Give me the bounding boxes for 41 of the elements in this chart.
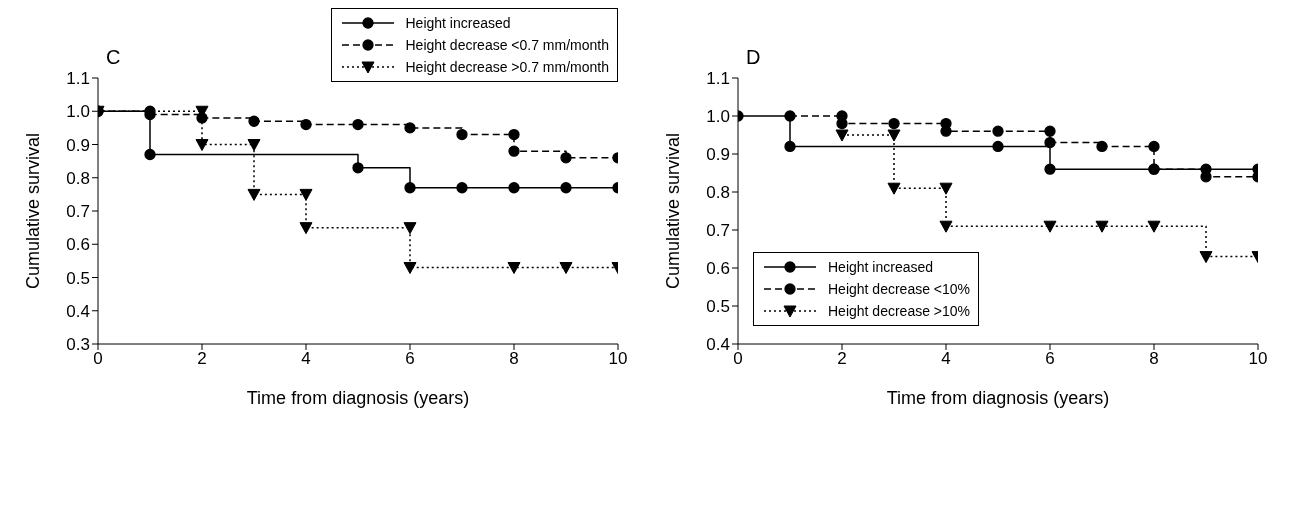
y-tick-label: 0.9 <box>706 145 730 165</box>
legend-label: Height decrease >0.7 mm/month <box>405 59 609 75</box>
y-axis-title: Cumulative survival <box>23 132 44 290</box>
chart-title: C <box>106 46 121 69</box>
x-tick-label: 4 <box>941 349 951 369</box>
y-tick-label: 0.5 <box>66 268 90 288</box>
chart-title: D <box>746 46 761 69</box>
x-tick-label: 10 <box>1248 349 1268 369</box>
x-tick-label: 2 <box>197 349 207 369</box>
y-tick-label: 1.1 <box>66 69 90 89</box>
x-tick-label: 0 <box>733 349 743 369</box>
legend-label: Height decrease >10% <box>828 303 971 319</box>
x-axis-title: Time from diagnosis (years) <box>886 388 1110 408</box>
x-tick-label: 0 <box>93 349 103 369</box>
legend-label: Height increased <box>405 15 511 31</box>
x-tick-label: 6 <box>1045 349 1055 369</box>
x-axis-title: Time from diagnosis (years) <box>246 388 470 408</box>
legend-label: Height decrease <10% <box>828 281 971 297</box>
y-tick-label: 0.4 <box>706 335 730 355</box>
y-tick-label: 1.0 <box>66 102 90 122</box>
x-tick-label: 10 <box>608 349 628 369</box>
y-tick-label: 0.9 <box>66 135 90 155</box>
y-tick-label: 0.6 <box>706 259 730 279</box>
y-tick-label: 1.0 <box>706 107 730 127</box>
x-tick-label: 6 <box>405 349 415 369</box>
legend-label: Height decrease <0.7 mm/month <box>405 37 609 53</box>
y-tick-label: 1.1 <box>706 69 730 89</box>
x-tick-label: 2 <box>837 349 847 369</box>
y-tick-label: 0.5 <box>706 297 730 317</box>
y-tick-label: 0.7 <box>706 221 730 241</box>
y-tick-label: 0.3 <box>66 335 90 355</box>
y-tick-label: 0.4 <box>66 301 90 321</box>
x-tick-label: 4 <box>301 349 311 369</box>
y-tick-label: 0.8 <box>706 183 730 203</box>
y-axis-title: Cumulative survival <box>663 132 684 290</box>
y-tick-label: 0.8 <box>66 168 90 188</box>
y-tick-label: 0.7 <box>66 202 90 222</box>
legend-label: Height increased <box>828 259 934 275</box>
y-tick-label: 0.6 <box>66 235 90 255</box>
x-tick-label: 8 <box>509 349 519 369</box>
x-tick-label: 8 <box>1149 349 1159 369</box>
